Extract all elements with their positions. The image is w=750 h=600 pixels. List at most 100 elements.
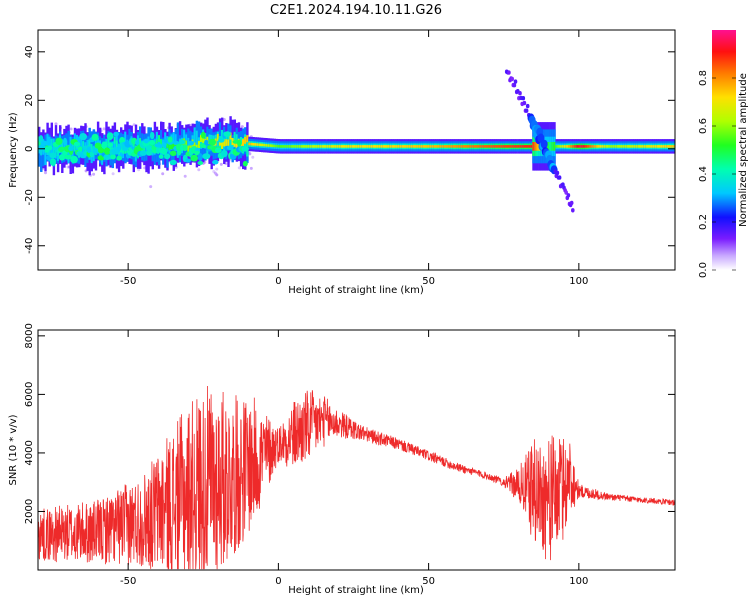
spectrogram-cell [568, 145, 571, 148]
spectrogram-cell [183, 129, 186, 146]
spectrogram-cell [218, 137, 225, 143]
spectrogram-cell [157, 135, 161, 152]
spectrogram-cell [536, 142, 539, 151]
spectrogram-cell [530, 145, 533, 148]
spectrogram-cell [40, 140, 48, 146]
spectrogram-cell [38, 135, 44, 143]
spectrogram-cell [450, 145, 453, 148]
spectrogram-cell [55, 137, 63, 145]
spectrogram-cell [589, 145, 592, 148]
spectrogram-cell [622, 145, 626, 148]
spectrogram-cell [221, 142, 224, 149]
spectrogram-cell [156, 146, 161, 154]
spectrogram-cell [366, 145, 369, 148]
spectrogram-cell [509, 145, 512, 148]
spectrogram-cell [311, 145, 314, 148]
spectrogram-cell [597, 145, 600, 148]
spectrogram-xtick-label: 100 [569, 276, 588, 287]
spectrogram-cell [643, 145, 647, 148]
spectrogram-ytick-label: -20 [24, 189, 35, 205]
spectrogram-cell [64, 154, 72, 160]
spectrogram-cell [248, 152, 252, 155]
spectrogram-cell [522, 100, 527, 106]
spectrogram-cell [77, 146, 83, 153]
spectrogram-cell [173, 140, 180, 145]
spectrogram-cell [553, 142, 556, 151]
spectrogram-cell [170, 142, 173, 150]
spectrogram-cell [563, 145, 567, 148]
spectrogram-cell [155, 139, 159, 147]
spectrogram-cell [471, 145, 474, 148]
spectrogram-cell [168, 143, 171, 151]
spectrogram-cell [120, 145, 123, 153]
spectrogram-cell [324, 145, 327, 148]
spectrogram-cell [216, 133, 220, 141]
snr-panel: -50 0 50 100 2000 4000 6000 8000 Height of stra… [8, 323, 676, 596]
spectrogram-cell [106, 132, 114, 141]
spectrogram-cell [292, 145, 295, 148]
spectrogram-cell [284, 145, 287, 148]
spectrogram-cell [473, 145, 476, 148]
spectrogram-cell [52, 147, 56, 154]
spectrogram-cell [454, 145, 457, 148]
spectrogram-cell [587, 145, 590, 148]
spectrogram-cell [566, 193, 571, 198]
spectrogram-cell [47, 145, 53, 151]
spectrogram-cell [252, 143, 255, 146]
spectrogram-cell [488, 145, 491, 148]
spectrogram-ytick-label: 40 [24, 45, 35, 58]
spectrogram-cell [513, 79, 518, 84]
spectrogram-cell [269, 144, 272, 147]
spectrogram-cell [458, 145, 462, 148]
spectrogram-cell [254, 143, 257, 146]
snr-xtick-label: 50 [422, 576, 435, 587]
colorbar-label: Normalized spectral amplitude [738, 73, 749, 227]
spectrogram-cell [576, 145, 579, 148]
spectrogram-cell [71, 145, 75, 162]
spectrogram-cell [382, 145, 386, 148]
spectrogram-cell [179, 139, 186, 145]
spectrogram-cell [406, 145, 409, 148]
spectrogram-cell [149, 185, 153, 189]
spectrogram-cell [507, 145, 510, 148]
colorbar-tick-label: 0.8 [698, 70, 709, 86]
spectrogram-cell [294, 145, 297, 148]
snr-xtick-label: 100 [569, 576, 588, 587]
spectrogram-cell [364, 145, 367, 148]
spectrogram-cell [261, 143, 264, 147]
snr-xlabel: Height of straight line (km) [288, 585, 424, 596]
spectrogram-cell [229, 134, 232, 150]
spectrogram-cell [580, 145, 584, 148]
snr-frame [37, 329, 676, 571]
spectrogram-cell [172, 132, 175, 148]
spectrogram-cell [68, 145, 74, 152]
spectrogram-cell [146, 150, 153, 156]
snr-ytick-label: 2000 [24, 499, 35, 524]
spectrogram-cell [345, 145, 348, 148]
spectrogram-cell [512, 83, 517, 88]
spectrogram-cell [113, 138, 117, 154]
spectrogram-cell [44, 149, 47, 166]
spectrogram-cell [351, 145, 354, 148]
snr-ticks: -50 0 50 100 2000 4000 6000 8000 [24, 323, 675, 587]
spectrogram-cell [465, 145, 468, 148]
snr-xtick-label: 0 [275, 576, 281, 587]
spectrogram-cell [518, 91, 522, 96]
spectrogram-cell [334, 145, 337, 148]
spectrogram-cell [658, 145, 661, 148]
spectrogram-cell [439, 145, 443, 148]
spectrogram-cell [532, 142, 535, 151]
spectrogram-cell [524, 108, 529, 113]
spectrogram-cell [40, 144, 43, 172]
spectrogram-cell [504, 145, 508, 148]
spectrogram-cell [671, 145, 674, 148]
spectrogram-cell [645, 145, 649, 148]
spectrogram-cell [446, 145, 449, 148]
spectrogram-cell [654, 145, 657, 148]
spectrogram-cell [601, 145, 605, 148]
spectrogram-cell [190, 154, 198, 162]
spectrogram-cell [593, 145, 596, 148]
spectrogram-cell [313, 145, 316, 148]
spectrogram-cell [82, 141, 85, 148]
spectrogram-cell [570, 145, 573, 148]
